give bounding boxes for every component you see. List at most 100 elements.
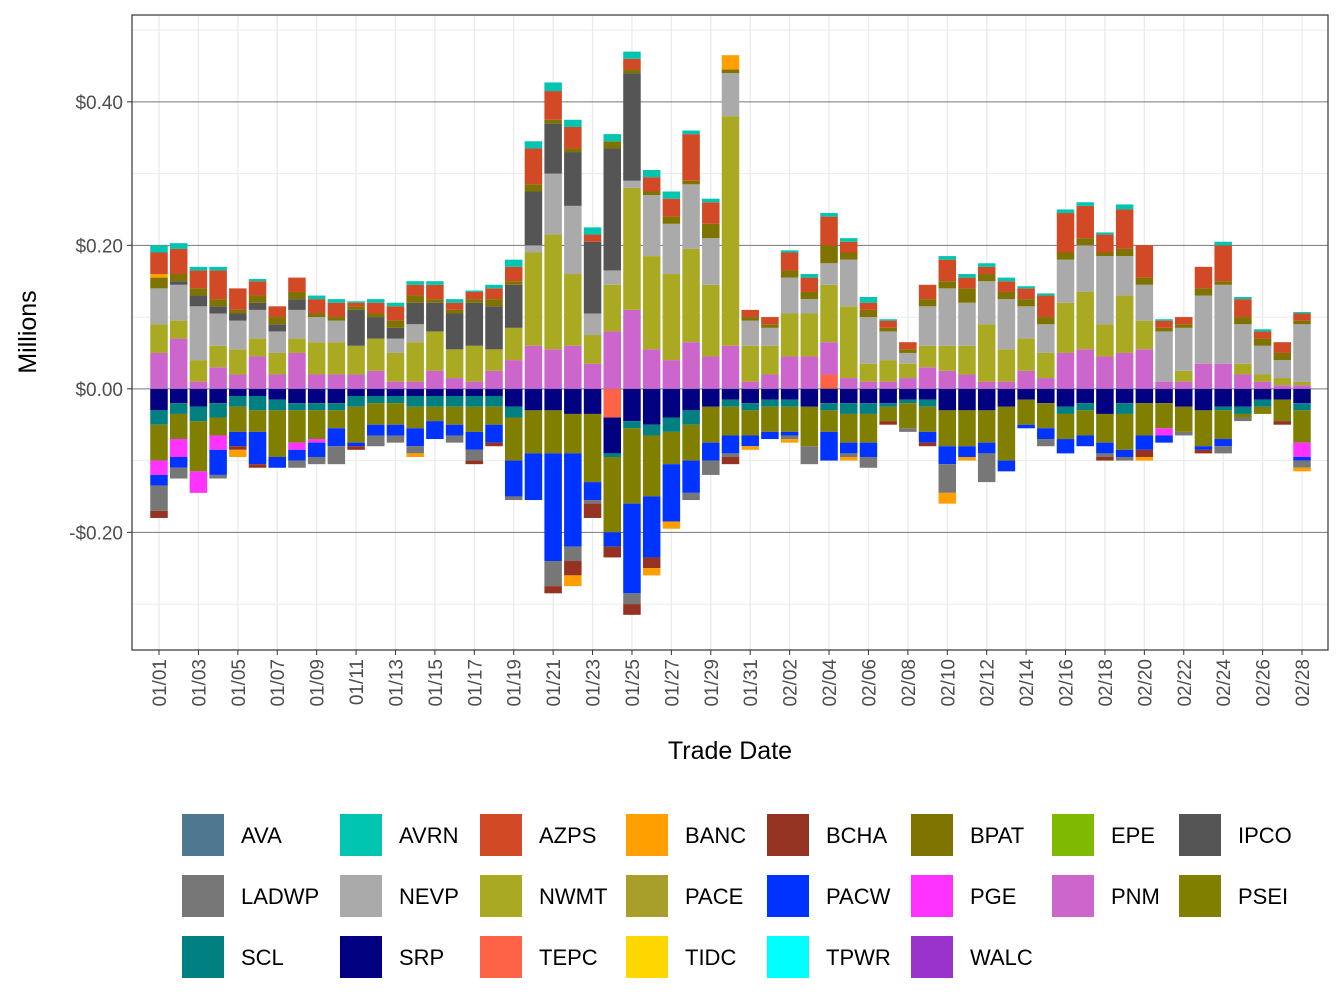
- bar-segment-LADWP-01-29: [702, 460, 720, 475]
- bar-segment-IPCO-01-14: [406, 302, 424, 325]
- bar-segment-NWMT-01-27: [662, 274, 681, 361]
- bar-segment-PNM-01-22: [564, 345, 582, 389]
- bar-segment-SRP-02-22: [1175, 388, 1193, 407]
- bar-segment-NWMT-01-28: [682, 248, 700, 343]
- bar-segment-PSEI-01-19: [504, 417, 523, 461]
- bar-segment-PACW-02-18: [1096, 442, 1114, 454]
- bar-segment-LADWP-01-28: [682, 492, 700, 501]
- bar-segment-NWMT-01-15: [426, 331, 444, 371]
- bar-segment-PNM-02-02: [780, 356, 799, 389]
- bar-segment-PSEI-02-18: [1096, 413, 1114, 443]
- bar-segment-NEVP-02-08: [899, 352, 917, 364]
- bar-segment-PNM-01-12: [367, 370, 385, 389]
- bar-segment-BPAT-02-17: [1076, 238, 1094, 246]
- bar-segment-NEVP-02-19: [1115, 256, 1134, 296]
- bar-segment-SRP-02-20: [1135, 388, 1154, 404]
- bar-segment-SRP-01-15: [426, 388, 444, 396]
- bar-segment-BPAT-01-26: [642, 191, 661, 196]
- bar-segment-IPCO-01-18: [485, 306, 503, 350]
- bar-segment-PNM-01-05: [229, 374, 247, 389]
- bar-segment-AVRN-01-14: [406, 281, 424, 285]
- bar-segment-NWMT-02-13: [997, 349, 1016, 382]
- bar-segment-IPCO-01-16: [445, 313, 464, 350]
- y-tick-label: $0.20: [75, 236, 123, 257]
- legend-label: PSEI: [1238, 884, 1288, 909]
- x-tick-label: 01/23: [584, 659, 605, 707]
- bar-segment-PACW-02-24: [1214, 439, 1232, 447]
- bar-segment-SRP-02-12: [977, 388, 996, 411]
- bar-segment-PACW-02-09: [918, 431, 937, 443]
- bar-segment-BPAT-02-11: [958, 288, 976, 303]
- bar-segment-SCL-02-05: [839, 403, 858, 414]
- bar-segment-SCL-01-05: [229, 396, 247, 407]
- bar-segment-NEVP-01-02: [169, 284, 188, 321]
- bar-segment-SRP-02-23: [1194, 388, 1213, 411]
- bar-segment-PSEI-02-10: [938, 410, 957, 447]
- bar-segment-SCL-01-18: [485, 396, 503, 407]
- x-tick-label: 01/13: [386, 659, 407, 707]
- bar-segment-PSEI-02-06: [859, 413, 878, 443]
- bar-segment-AZPS-01-02: [169, 248, 188, 275]
- legend-label: PNM: [1111, 884, 1160, 909]
- bar-segment-SCL-02-06: [859, 403, 878, 414]
- bar-segment-NWMT-01-19: [504, 327, 523, 361]
- legend-key: [1179, 814, 1221, 856]
- bar-segment-AVRN-02-13: [997, 277, 1016, 282]
- bar-segment-PNM-02-17: [1076, 349, 1094, 389]
- bar-segment-PNM-01-31: [741, 381, 759, 389]
- bar-segment-BPAT-01-14: [406, 295, 424, 303]
- bar-segment-SCL-01-12: [367, 396, 385, 404]
- bar-segment-BCHA-01-11: [347, 446, 365, 450]
- legend-item-IPCO: IPCO: [1179, 814, 1292, 856]
- bar-segment-SRP-01-07: [268, 388, 286, 400]
- bar-segment-NEVP-01-26: [642, 195, 661, 257]
- bar-segment-BPAT-02-23: [1194, 288, 1213, 296]
- bar-segment-BPAT-02-01: [761, 324, 779, 328]
- bar-segment-LADWP-01-13: [386, 435, 405, 443]
- bar-segment-PNM-02-10: [938, 370, 957, 389]
- bar-segment-BPAT-02-07: [879, 327, 897, 332]
- bar-segment-NWMT-01-06: [248, 338, 267, 357]
- legend-label: LADWP: [241, 884, 319, 909]
- legend-label: NWMT: [539, 884, 607, 909]
- bar-segment-AZPS-02-28: [1293, 313, 1311, 321]
- x-tick-label: 01/27: [662, 659, 683, 707]
- bar-segment-NWMT-02-03: [800, 313, 819, 357]
- legend-item-AZPS: AZPS: [480, 814, 596, 856]
- bar-segment-SRP-02-27: [1273, 388, 1292, 400]
- bar-segment-NEVP-02-02: [780, 277, 799, 314]
- legend-key: [911, 936, 953, 978]
- x-tick-label: 02/04: [820, 659, 841, 707]
- bar-segment-PACW-02-01: [761, 431, 779, 440]
- bar-segment-IPCO-01-19: [504, 284, 523, 328]
- bar-segment-BPAT-02-15: [1037, 317, 1055, 325]
- bar-segment-BCHA-01-01: [150, 510, 168, 518]
- legend-label: WALC: [970, 945, 1033, 970]
- bar-segment-PSEI-02-14: [1017, 399, 1035, 425]
- bar-segment-AVRN-02-15: [1037, 293, 1055, 296]
- bar-segment-BANC-02-11: [958, 456, 976, 461]
- y-tick-label: $0.40: [75, 93, 123, 114]
- bar-segment-BCHA-01-23: [583, 503, 602, 518]
- bar-segment-PSEI-01-27: [662, 431, 681, 465]
- bar-segment-SRP-02-05: [839, 388, 858, 404]
- x-tick-label: 02/24: [1214, 659, 1235, 707]
- bar-segment-NEVP-02-09: [918, 306, 937, 346]
- bar-segment-PACW-01-25: [623, 503, 641, 594]
- bar-segment-BPAT-02-12: [977, 274, 996, 282]
- bar-segment-PACW-02-04: [820, 431, 838, 461]
- bar-segment-NEVP-02-14: [1017, 306, 1035, 339]
- bar-segment-BCHA-02-18: [1096, 456, 1114, 461]
- bar-segment-PACW-01-23: [583, 482, 602, 501]
- bar-segment-PACW-01-04: [209, 449, 227, 475]
- bar-segment-BCHA-02-27: [1273, 421, 1292, 425]
- bar-segment-BPAT-02-06: [859, 309, 878, 318]
- bar-segment-SCL-01-19: [504, 406, 523, 418]
- bar-segment-PACW-02-15: [1037, 428, 1055, 440]
- bar-segment-PSEI-01-23: [583, 413, 602, 483]
- bar-segment-AZPS-01-26: [642, 177, 661, 192]
- x-tick-label: 01/15: [426, 659, 447, 707]
- bar-segment-PNM-02-28: [1293, 385, 1311, 389]
- bar-segment-PGE-02-28: [1293, 442, 1311, 457]
- bar-segment-AVRN-01-26: [642, 169, 661, 178]
